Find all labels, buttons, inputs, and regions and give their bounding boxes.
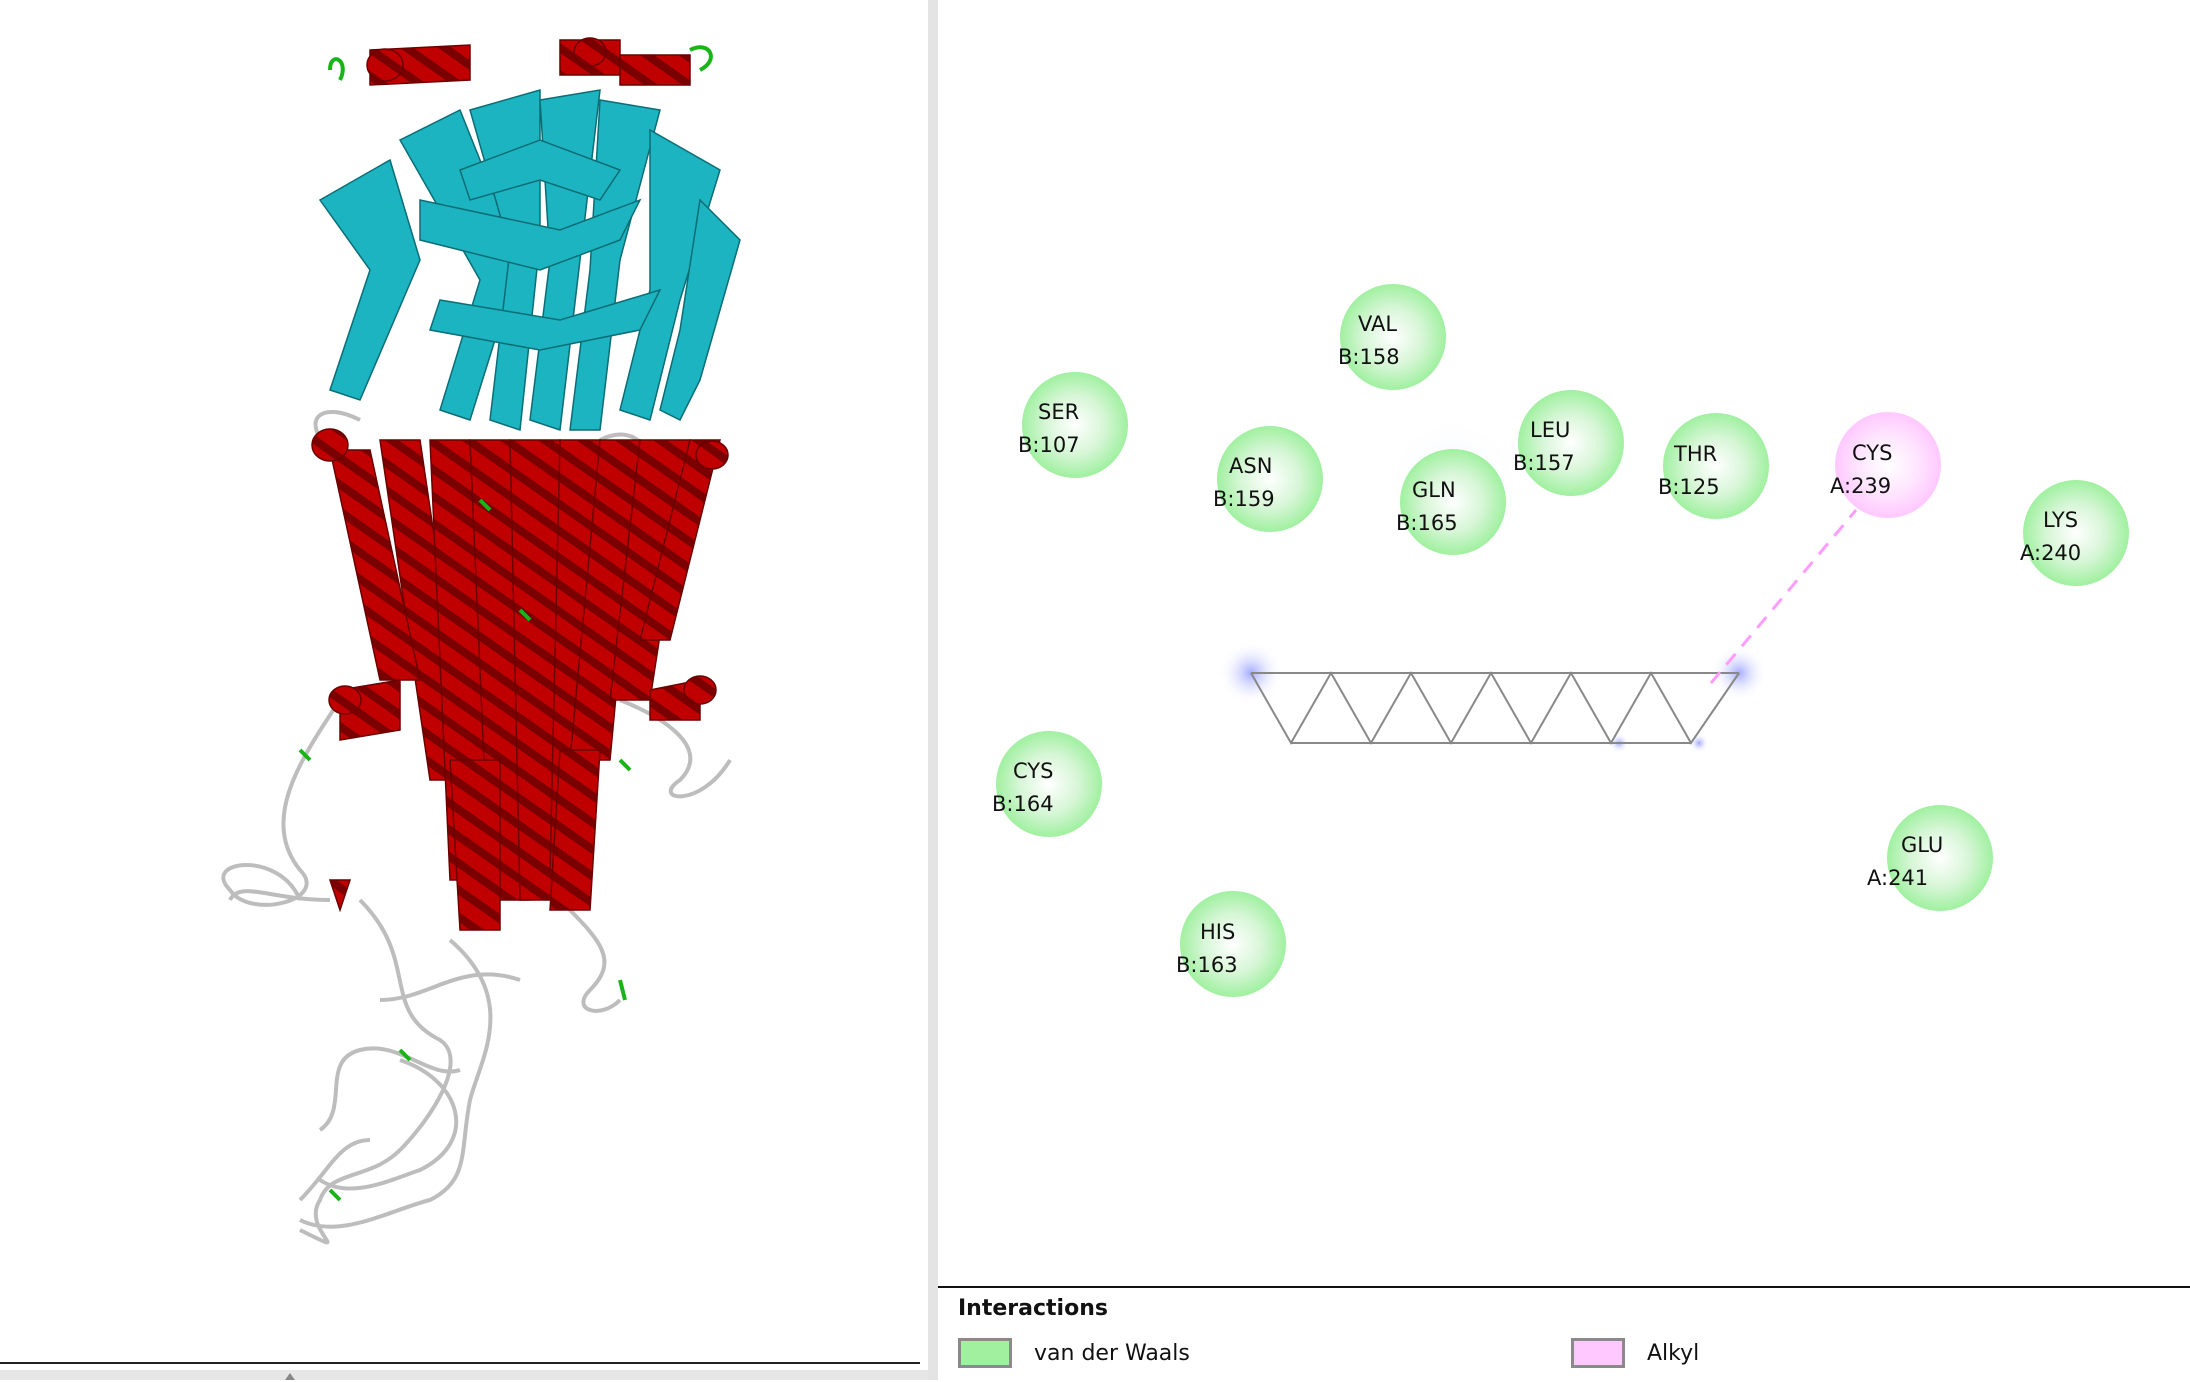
ligand-bonds	[1250, 670, 1740, 746]
legend-swatch	[958, 1338, 1012, 1368]
residue-chain-id: A:241	[1867, 866, 1928, 890]
residue-label: SER	[1038, 400, 1079, 424]
residue-chain-id: B:163	[1176, 953, 1238, 977]
residue-node[interactable]	[1022, 372, 1128, 478]
residue-chain-id: B:125	[1658, 475, 1720, 499]
residue-ser-b107[interactable]: SER B:107	[1018, 372, 1128, 478]
residue-asn-b159[interactable]: ASN B:159	[1213, 426, 1323, 532]
residue-node[interactable]	[2023, 480, 2129, 586]
legend-label: Alkyl	[1647, 1340, 1700, 1366]
alpha-helices	[311, 428, 729, 931]
residue-label: THR	[1673, 442, 1717, 466]
residue-his-b163[interactable]: HIS B:163	[1176, 891, 1286, 997]
residue-val-b158[interactable]: VAL B:158	[1338, 284, 1446, 390]
residue-node[interactable]	[1663, 413, 1769, 519]
residue-label: GLN	[1412, 478, 1456, 502]
ligand-skeleton[interactable]	[1219, 641, 1767, 753]
residue-node[interactable]	[1887, 805, 1993, 911]
residue-leu-b157[interactable]: LEU B:157	[1513, 390, 1624, 496]
residue-cys-a239[interactable]: CYS A:239	[1830, 412, 1941, 518]
residue-label: LEU	[1530, 418, 1570, 442]
residue-label: VAL	[1358, 312, 1397, 336]
turn-segments	[298, 45, 713, 1202]
residue-chain-id: A:239	[1830, 474, 1891, 498]
residue-chain-id: B:164	[992, 792, 1054, 816]
residue-node[interactable]	[996, 731, 1102, 837]
interactions-legend: Interactions van der Waals Alkyl	[938, 1286, 2190, 1382]
residue-label: CYS	[1852, 441, 1892, 465]
residue-node[interactable]	[1340, 284, 1446, 390]
residue-node[interactable]	[1518, 390, 1624, 496]
horizontal-scrollbar[interactable]	[0, 1370, 928, 1380]
residue-chain-id: B:157	[1513, 451, 1575, 475]
beta-sheets	[318, 89, 741, 432]
legend-swatch	[1571, 1338, 1625, 1368]
legend-title: Interactions	[958, 1296, 1108, 1321]
interaction-diagram-2d[interactable]: VAL B:158 SER B:107 ASN B:159 GLN B:165 …	[938, 0, 2190, 1380]
ligand-interaction-map[interactable]: VAL B:158 SER B:107 ASN B:159 GLN B:165 …	[938, 0, 2190, 1286]
residue-node[interactable]	[1400, 449, 1506, 555]
residue-chain-id: B:165	[1396, 511, 1458, 535]
residue-label: CYS	[1013, 759, 1053, 783]
residue-node[interactable]	[1217, 426, 1323, 532]
residue-chain-id: B:158	[1338, 345, 1400, 369]
residue-thr-b125[interactable]: THR B:125	[1658, 413, 1769, 519]
protein-ribbon-structure[interactable]	[0, 0, 928, 1360]
legend-label: van der Waals	[1034, 1340, 1190, 1366]
left-pane-divider	[0, 1362, 920, 1364]
residue-node[interactable]	[1835, 412, 1941, 518]
residue-chain-id: B:107	[1018, 433, 1080, 457]
residue-chain-id: A:240	[2020, 541, 2081, 565]
residue-glu-a241[interactable]: GLU A:241	[1867, 805, 1993, 911]
residue-label: HIS	[1200, 920, 1235, 944]
residue-label: GLU	[1901, 833, 1943, 857]
protein-3d-view[interactable]	[0, 0, 928, 1380]
residue-label: ASN	[1229, 454, 1272, 478]
top-helices	[366, 37, 691, 86]
scroll-thumb-icon[interactable]	[285, 1370, 295, 1380]
residue-label: LYS	[2043, 508, 2078, 532]
residue-lys-a240[interactable]: LYS A:240	[2020, 480, 2129, 586]
legend-item-van-der-waals: van der Waals	[958, 1336, 1190, 1370]
residue-node[interactable]	[1180, 891, 1286, 997]
residue-cys-b164[interactable]: CYS B:164	[992, 731, 1102, 837]
alkyl-interaction-line[interactable]	[1709, 509, 1858, 684]
residue-gln-b165[interactable]: GLN B:165	[1396, 449, 1506, 555]
pane-splitter[interactable]	[928, 0, 938, 1380]
legend-item-alkyl: Alkyl	[1571, 1336, 1699, 1370]
residue-chain-id: B:159	[1213, 487, 1275, 511]
